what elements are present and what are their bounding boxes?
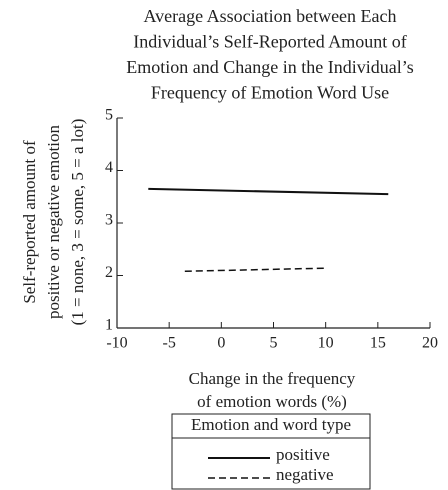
- y-axis-label: Self-reported amount of: [20, 140, 39, 304]
- x-tick-label: 15: [370, 335, 386, 352]
- legend-label: positive: [276, 445, 330, 464]
- series-line: [148, 187, 389, 196]
- x-axis-label: of emotion words (%): [197, 392, 347, 411]
- legend-label: negative: [276, 465, 334, 484]
- chart-title: Frequency of Emotion Word Use: [151, 83, 389, 103]
- y-axis-label: (1 = none, 3 = some, 5 = a lot): [68, 119, 87, 326]
- y-tick-label: 5: [105, 107, 113, 124]
- y-tick-label: 2: [105, 264, 113, 281]
- x-tick-label: -5: [163, 335, 176, 352]
- x-tick-label: 5: [270, 335, 278, 352]
- legend-title: Emotion and word type: [191, 415, 351, 434]
- series-line: [184, 267, 326, 273]
- y-tick-label: 4: [105, 159, 113, 176]
- y-axis-label: positive or negative emotion: [44, 124, 63, 319]
- x-tick-label: 10: [318, 335, 334, 352]
- x-tick-label: 20: [422, 335, 438, 352]
- chart-title: Average Association between Each: [143, 6, 396, 26]
- x-tick-label: 0: [217, 335, 225, 352]
- legend-box: [171, 413, 371, 490]
- y-tick-label: 3: [105, 212, 113, 229]
- chart-title: Emotion and Change in the Individual’s: [126, 57, 413, 77]
- x-tick-label: -10: [106, 335, 127, 352]
- chart-title: Individual’s Self-Reported Amount of: [133, 32, 406, 52]
- x-axis-label: Change in the frequency: [189, 369, 356, 388]
- y-tick-label: 1: [105, 317, 113, 334]
